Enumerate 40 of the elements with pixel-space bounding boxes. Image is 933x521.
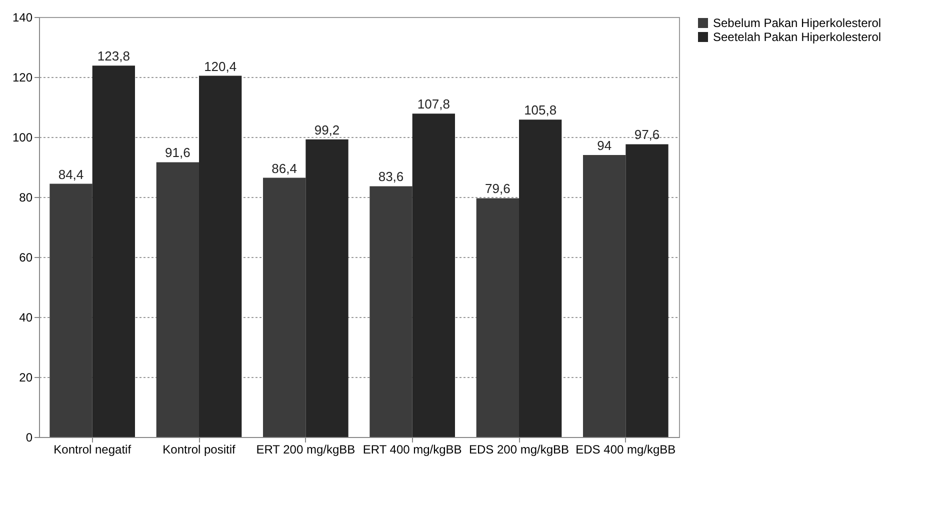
bar <box>50 184 92 437</box>
bar <box>412 114 455 437</box>
bar <box>92 66 135 437</box>
y-tick-label: 60 <box>19 250 33 264</box>
data-label: 97,6 <box>634 127 660 142</box>
data-label: 91,6 <box>165 145 190 160</box>
y-tick-label: 100 <box>12 130 33 144</box>
data-label: 86,4 <box>272 160 297 176</box>
bar <box>199 76 242 437</box>
data-label: 83,6 <box>378 169 404 184</box>
y-tick-label: 120 <box>12 70 33 84</box>
x-tick-label: Kontrol negatif <box>54 442 132 456</box>
y-tick-label: 0 <box>26 430 33 444</box>
legend-label: Seetelah Pakan Hiperkolesterol <box>713 30 882 44</box>
bar <box>156 162 199 437</box>
data-label: 123,8 <box>97 48 130 64</box>
data-label: 84,4 <box>58 166 84 182</box>
x-tick-label: ERT 200 mg/kgBB <box>256 442 356 456</box>
y-tick-label: 40 <box>19 310 33 324</box>
data-label: 99,2 <box>314 122 340 138</box>
data-label: 105,8 <box>524 102 557 118</box>
y-tick-label: 20 <box>19 370 33 384</box>
data-label: 94 <box>597 138 612 153</box>
bar <box>263 178 306 437</box>
data-label: 120,4 <box>204 58 237 74</box>
bar <box>476 198 519 437</box>
y-tick-label: 140 <box>12 10 33 24</box>
bar <box>583 155 626 437</box>
data-label: 107,8 <box>417 96 450 112</box>
y-tick-label: 80 <box>19 190 33 204</box>
x-tick-label: ERT 400 mg/kgBB <box>362 442 462 456</box>
bar <box>370 186 412 437</box>
x-tick-label: EDS 200 mg/kgBB <box>468 442 570 456</box>
data-label: 79,6 <box>485 181 510 196</box>
legend-label: Sebelum Pakan Hiperkolesterol <box>713 16 882 30</box>
x-tick-label: EDS 400 mg/kgBB <box>576 442 676 456</box>
x-tick-label: Kontrol positif <box>162 442 236 456</box>
bar <box>626 144 668 437</box>
bar <box>306 139 348 437</box>
bar <box>519 120 562 437</box>
